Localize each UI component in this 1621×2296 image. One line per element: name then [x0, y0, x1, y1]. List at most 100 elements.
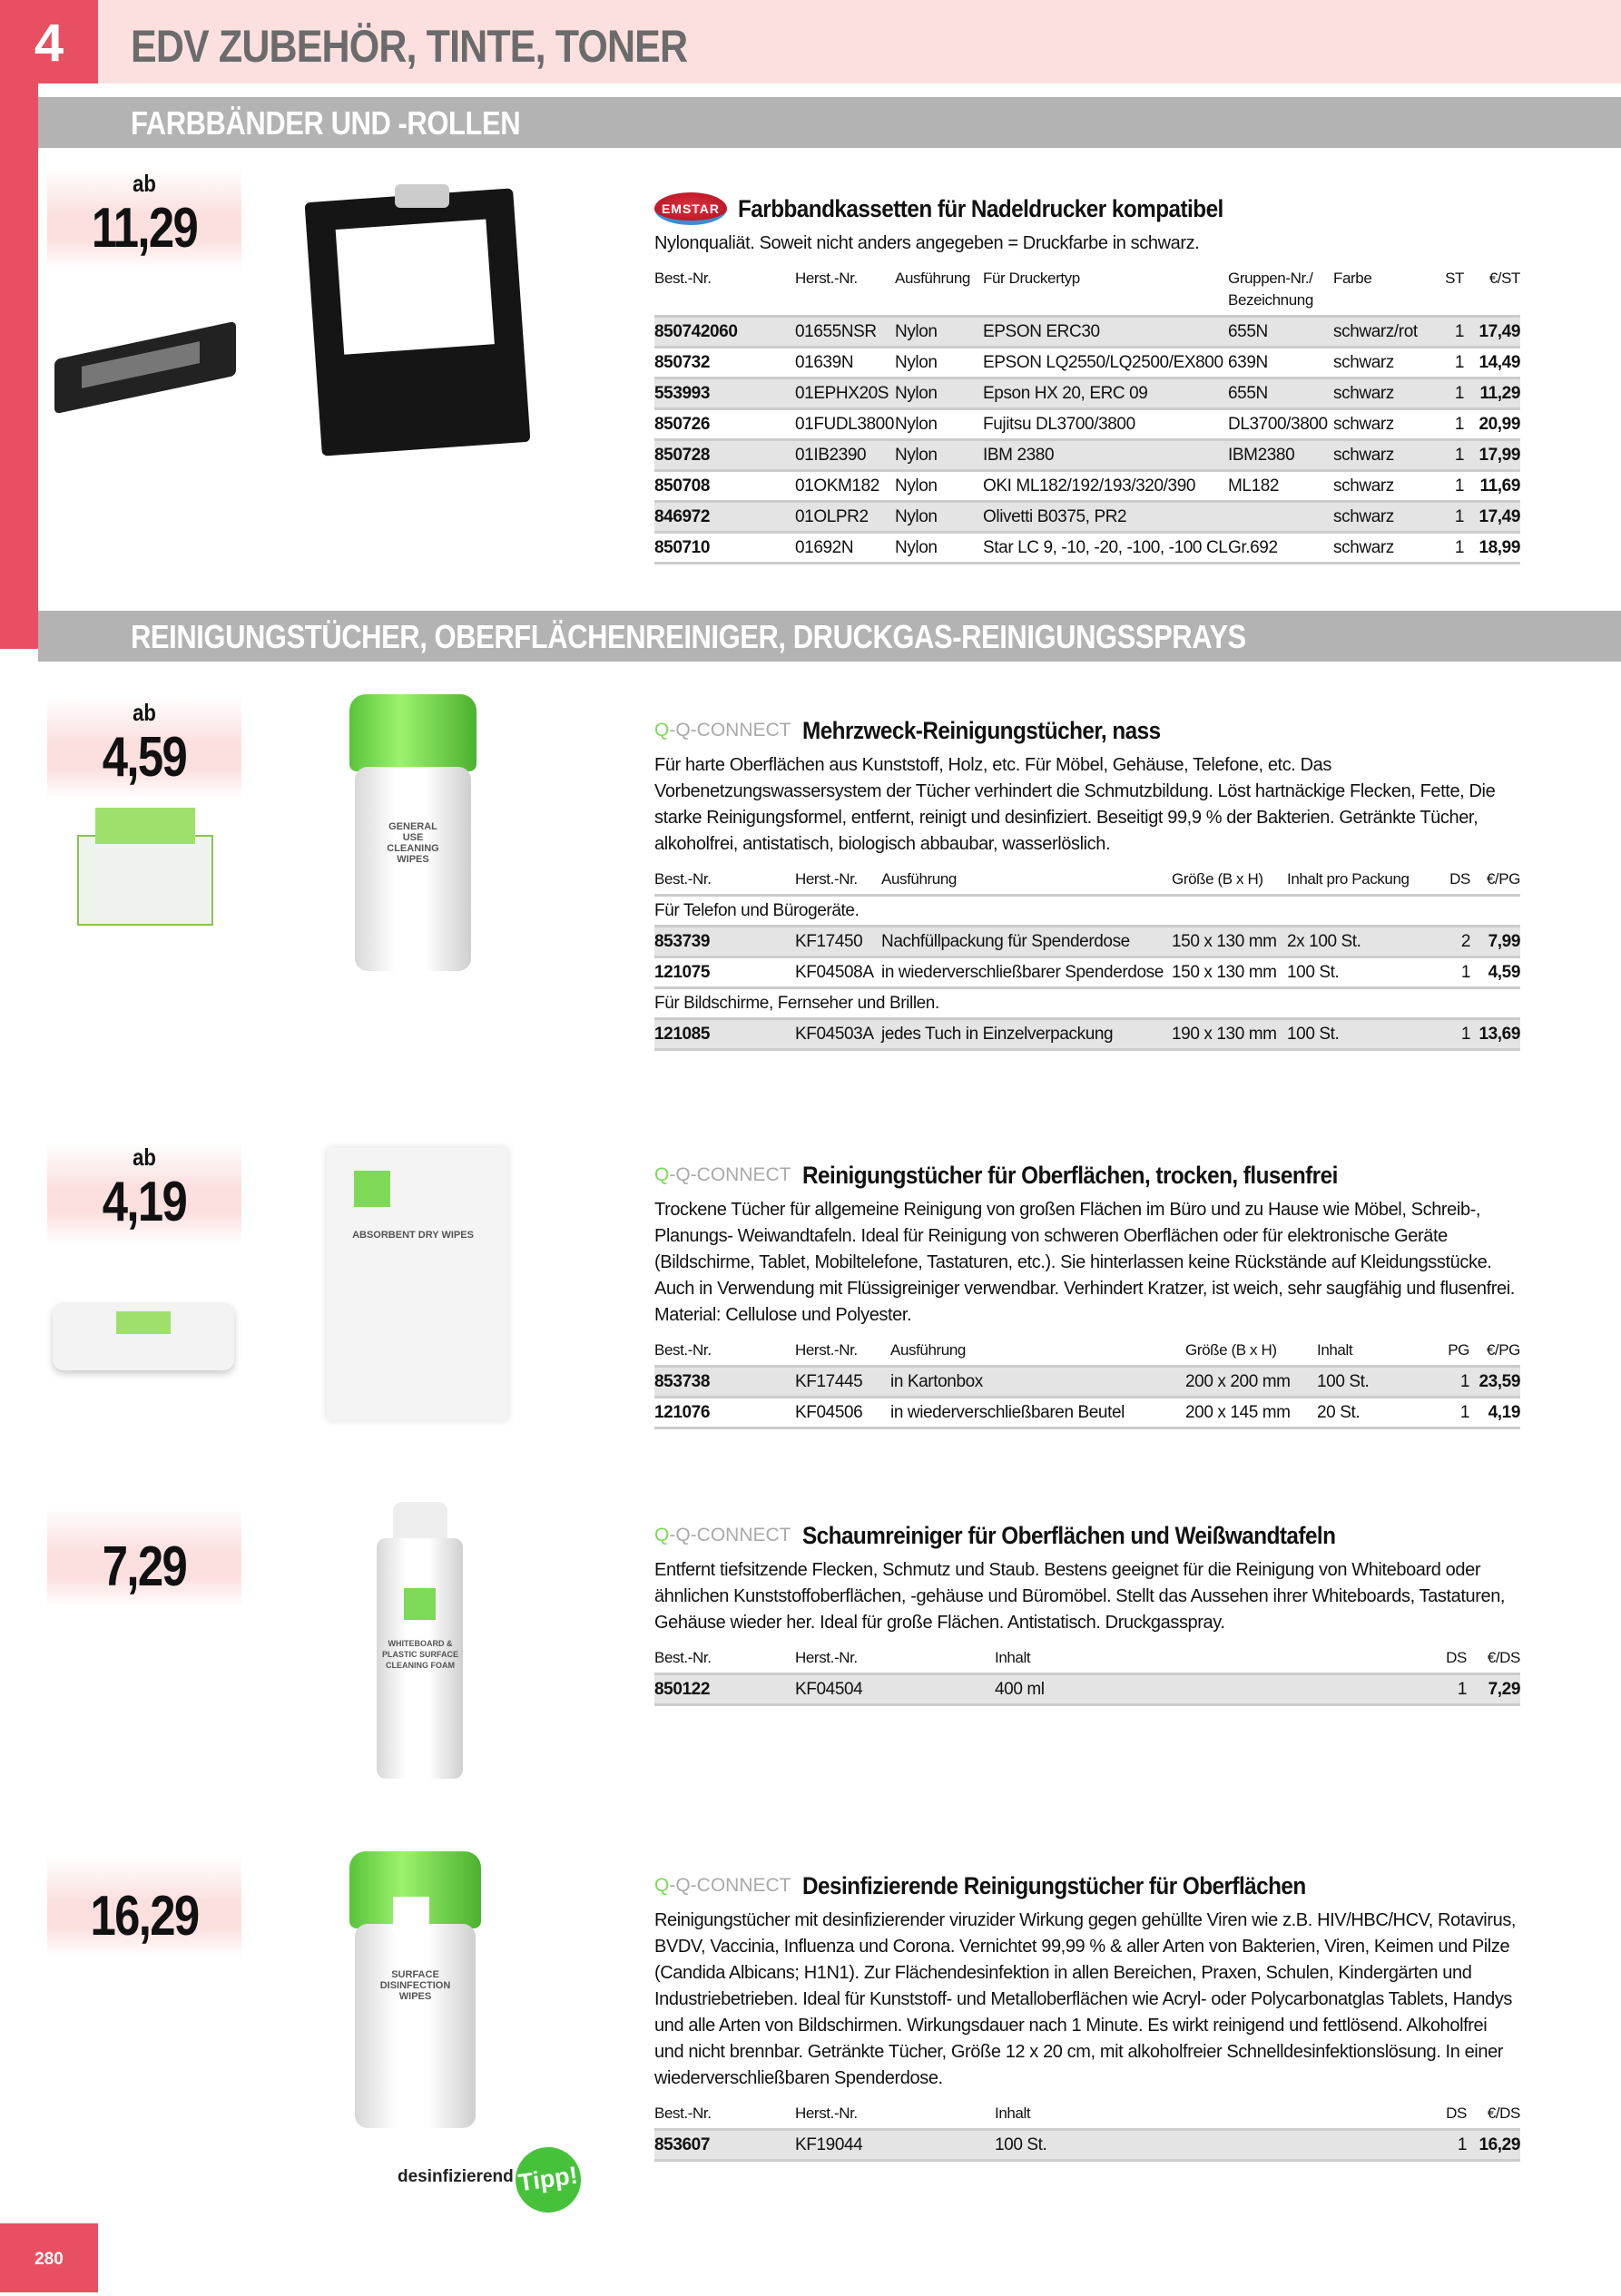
- table-cell: 1: [1312, 2129, 1467, 2162]
- table-cell: schwarz: [1333, 378, 1444, 410]
- column-header: Herst.-Nr.: [795, 867, 881, 897]
- column-header: Inhalt pro Packung: [1287, 867, 1439, 897]
- table-row[interactable]: 846972 01OLPR2 Nylon Olivetti B0375, PR2 sch…: [654, 501, 1520, 534]
- price-prefix: ab: [133, 170, 156, 197]
- table-row[interactable]: 850742060 01655NSR Nylon EPSON ERC30 655N sch…: [654, 316, 1520, 348]
- column-header: DS: [1312, 1645, 1467, 1675]
- table-row[interactable]: 850122 KF04504 400 ml 1 7,29: [654, 1673, 1520, 1706]
- wipes-canister-image: GENERAL USE CLEANING WIPES: [349, 694, 476, 976]
- image-label: ABSORBENT DRY WIPES: [352, 1230, 474, 1241]
- table-cell: Nylon: [895, 347, 983, 379]
- table-row[interactable]: 850728 01IB2390 Nylon IBM 2380 IBM2380 schwar…: [654, 439, 1520, 472]
- image-label: SURFACE DISINFECTION WIPES: [379, 1969, 451, 2002]
- table-cell: Epson HX 20, ERC 09: [983, 378, 1228, 410]
- column-header: Best.-Nr.: [654, 2101, 795, 2131]
- ribbon-cassette-large-image: [304, 177, 531, 456]
- page-title: EDV ZUBEHÖR, TINTE, TONER: [131, 21, 688, 72]
- product-description: Reinigungstücher mit desinfizierender vi…: [654, 1910, 1517, 2088]
- price-value: 4,19: [102, 1171, 188, 1233]
- product-table: Best.-Nr. Herst.-Nr. Ausführung Größe (B x …: [654, 1338, 1520, 1429]
- table-cell: 01IB2390: [795, 439, 895, 472]
- table-cell: 1: [1444, 347, 1464, 379]
- column-header: Gruppen-Nr./ Bezeichnung: [1228, 266, 1333, 318]
- table-row[interactable]: 850732 01639N Nylon EPSON LQ2550/LQ2500/EX8…: [654, 347, 1520, 379]
- table-cell: jedes Tuch in Einzelverpackung: [881, 1018, 1172, 1051]
- table-header: Best.-Nr. Herst.-Nr. Inhalt DS €/DS: [654, 1645, 1520, 1675]
- column-header: Größe (B x H): [1172, 867, 1287, 897]
- column-header: €/PG: [1470, 867, 1520, 897]
- table-cell: Nylon: [895, 439, 983, 472]
- column-header: Best.-Nr.: [654, 266, 795, 318]
- column-header: DS: [1439, 867, 1470, 897]
- image-label: GENERAL USE CLEANING WIPES: [387, 821, 439, 865]
- product-title: Reinigungstücher für Oberflächen, trocke…: [801, 1161, 1338, 1189]
- table-cell: 13,69: [1470, 1018, 1520, 1051]
- table-cell: 01639N: [795, 347, 895, 379]
- table-cell: OKI ML182/192/193/320/390: [983, 470, 1228, 503]
- table-cell: EPSON ERC30: [983, 316, 1228, 348]
- tipp-label: desinfizierend: [398, 2167, 514, 2186]
- table-cell: 850742060: [654, 316, 795, 348]
- product-title: Desinfizierende Reinigungstücher für Obe…: [801, 1871, 1306, 1899]
- section-title: FARBBÄNDER UND -ROLLEN: [131, 104, 521, 142]
- table-cell: 01655NSR: [795, 316, 895, 348]
- column-header: Best.-Nr.: [654, 867, 795, 897]
- table-cell: 1: [1439, 957, 1470, 989]
- product-block: Q-Q-CONNECT Reinigungstücher für Oberfläc…: [654, 1157, 1520, 1429]
- table-cell: 400 ml: [995, 1673, 1312, 1706]
- table-cell: 17,49: [1464, 316, 1520, 348]
- table-row[interactable]: 853738 KF17445 in Kartonbox 200 x 200 mm 100…: [654, 1366, 1520, 1398]
- column-header: €/DS: [1467, 2101, 1520, 2131]
- section-title: REINIGUNGSTÜCHER, OBERFLÄCHENREINIGER, D…: [131, 618, 1246, 655]
- product-description: Trockene Tücher für allgemeine Reinigung…: [654, 1200, 1515, 1325]
- disinfection-canister-image: SURFACE DISINFECTION WIPES: [349, 1851, 481, 2128]
- table-cell: 01FUDL3800: [795, 408, 895, 441]
- table-cell: KF04503A: [795, 1018, 881, 1051]
- table-cell: 850732: [654, 347, 795, 379]
- product-table: Best.-Nr. Herst.-Nr. Ausführung Für Drucker…: [654, 266, 1520, 564]
- group-label: Für Bildschirme, Fernseher und Brillen.: [654, 987, 1520, 1020]
- table-cell: 150 x 130 mm: [1172, 957, 1287, 989]
- table-cell: 1: [1444, 439, 1464, 472]
- table-row[interactable]: 850708 01OKM182 Nylon OKI ML182/192/193/320…: [654, 470, 1520, 503]
- table-cell: in wiederverschließbarer Spenderdose: [881, 957, 1172, 989]
- price-value: 7,29: [102, 1536, 188, 1598]
- price-box: ab 4,19: [47, 1142, 241, 1243]
- table-cell: 01OKM182: [795, 470, 895, 503]
- table-cell: Nylon: [895, 501, 983, 534]
- table-row[interactable]: 850726 01FUDL3800 Nylon Fujitsu DL3700/3800…: [654, 408, 1520, 441]
- table-row[interactable]: 853607 KF19044 100 St. 1 16,29: [654, 2129, 1520, 2162]
- table-cell: 121085: [654, 1018, 795, 1051]
- table-row[interactable]: 553993 01EPHX20S Nylon Epson HX 20, ERC 09 6…: [654, 378, 1520, 410]
- table-row[interactable]: 121085 KF04503A jedes Tuch in Einzelverpac…: [654, 1018, 1520, 1051]
- table-cell: 553993: [654, 378, 795, 410]
- table-cell: 11,29: [1464, 378, 1520, 410]
- table-cell: Nylon: [895, 316, 983, 348]
- table-cell: 1: [1312, 1673, 1467, 1706]
- column-header: Inhalt: [995, 1645, 1312, 1675]
- table-row[interactable]: 853739 KF17450 Nachfüllpackung für Spender…: [654, 926, 1520, 958]
- product-title: Farbbandkassetten für Nadeldrucker kompa…: [738, 194, 1223, 222]
- product-title-row: Q-Q-CONNECT Mehrzweck-Reinigungstücher, n…: [654, 712, 1520, 749]
- table-row[interactable]: 850710 01692N Nylon Star LC 9, -10, -20, -1…: [654, 532, 1520, 564]
- price-box: 16,29: [47, 1856, 241, 1957]
- table-cell: 100 St.: [1317, 1366, 1424, 1398]
- table-cell: 850728: [654, 439, 795, 472]
- table-row[interactable]: 121076 KF04506 in wiederverschließbaren Be…: [654, 1397, 1520, 1429]
- table-cell: 850710: [654, 532, 795, 564]
- table-cell: Olivetti B0375, PR2: [983, 501, 1228, 534]
- table-cell: schwarz: [1333, 347, 1444, 379]
- table-cell: 01OLPR2: [795, 501, 895, 534]
- table-cell: schwarz: [1333, 532, 1444, 564]
- table-cell: 1: [1444, 378, 1464, 410]
- product-table: Best.-Nr. Herst.-Nr. Ausführung Größe (B x …: [654, 867, 1520, 1051]
- table-cell: 4,59: [1470, 957, 1520, 989]
- table-cell: 20,99: [1464, 408, 1520, 441]
- table-cell: IBM 2380: [983, 439, 1228, 472]
- price-value: 16,29: [90, 1885, 200, 1948]
- table-row[interactable]: 121075 KF04508A in wiederverschließbarer S…: [654, 957, 1520, 989]
- column-header: Herst.-Nr.: [795, 266, 895, 318]
- table-cell: 16,29: [1467, 2129, 1520, 2162]
- table-cell: schwarz/rot: [1333, 316, 1444, 348]
- table-cell: 1: [1424, 1366, 1469, 1398]
